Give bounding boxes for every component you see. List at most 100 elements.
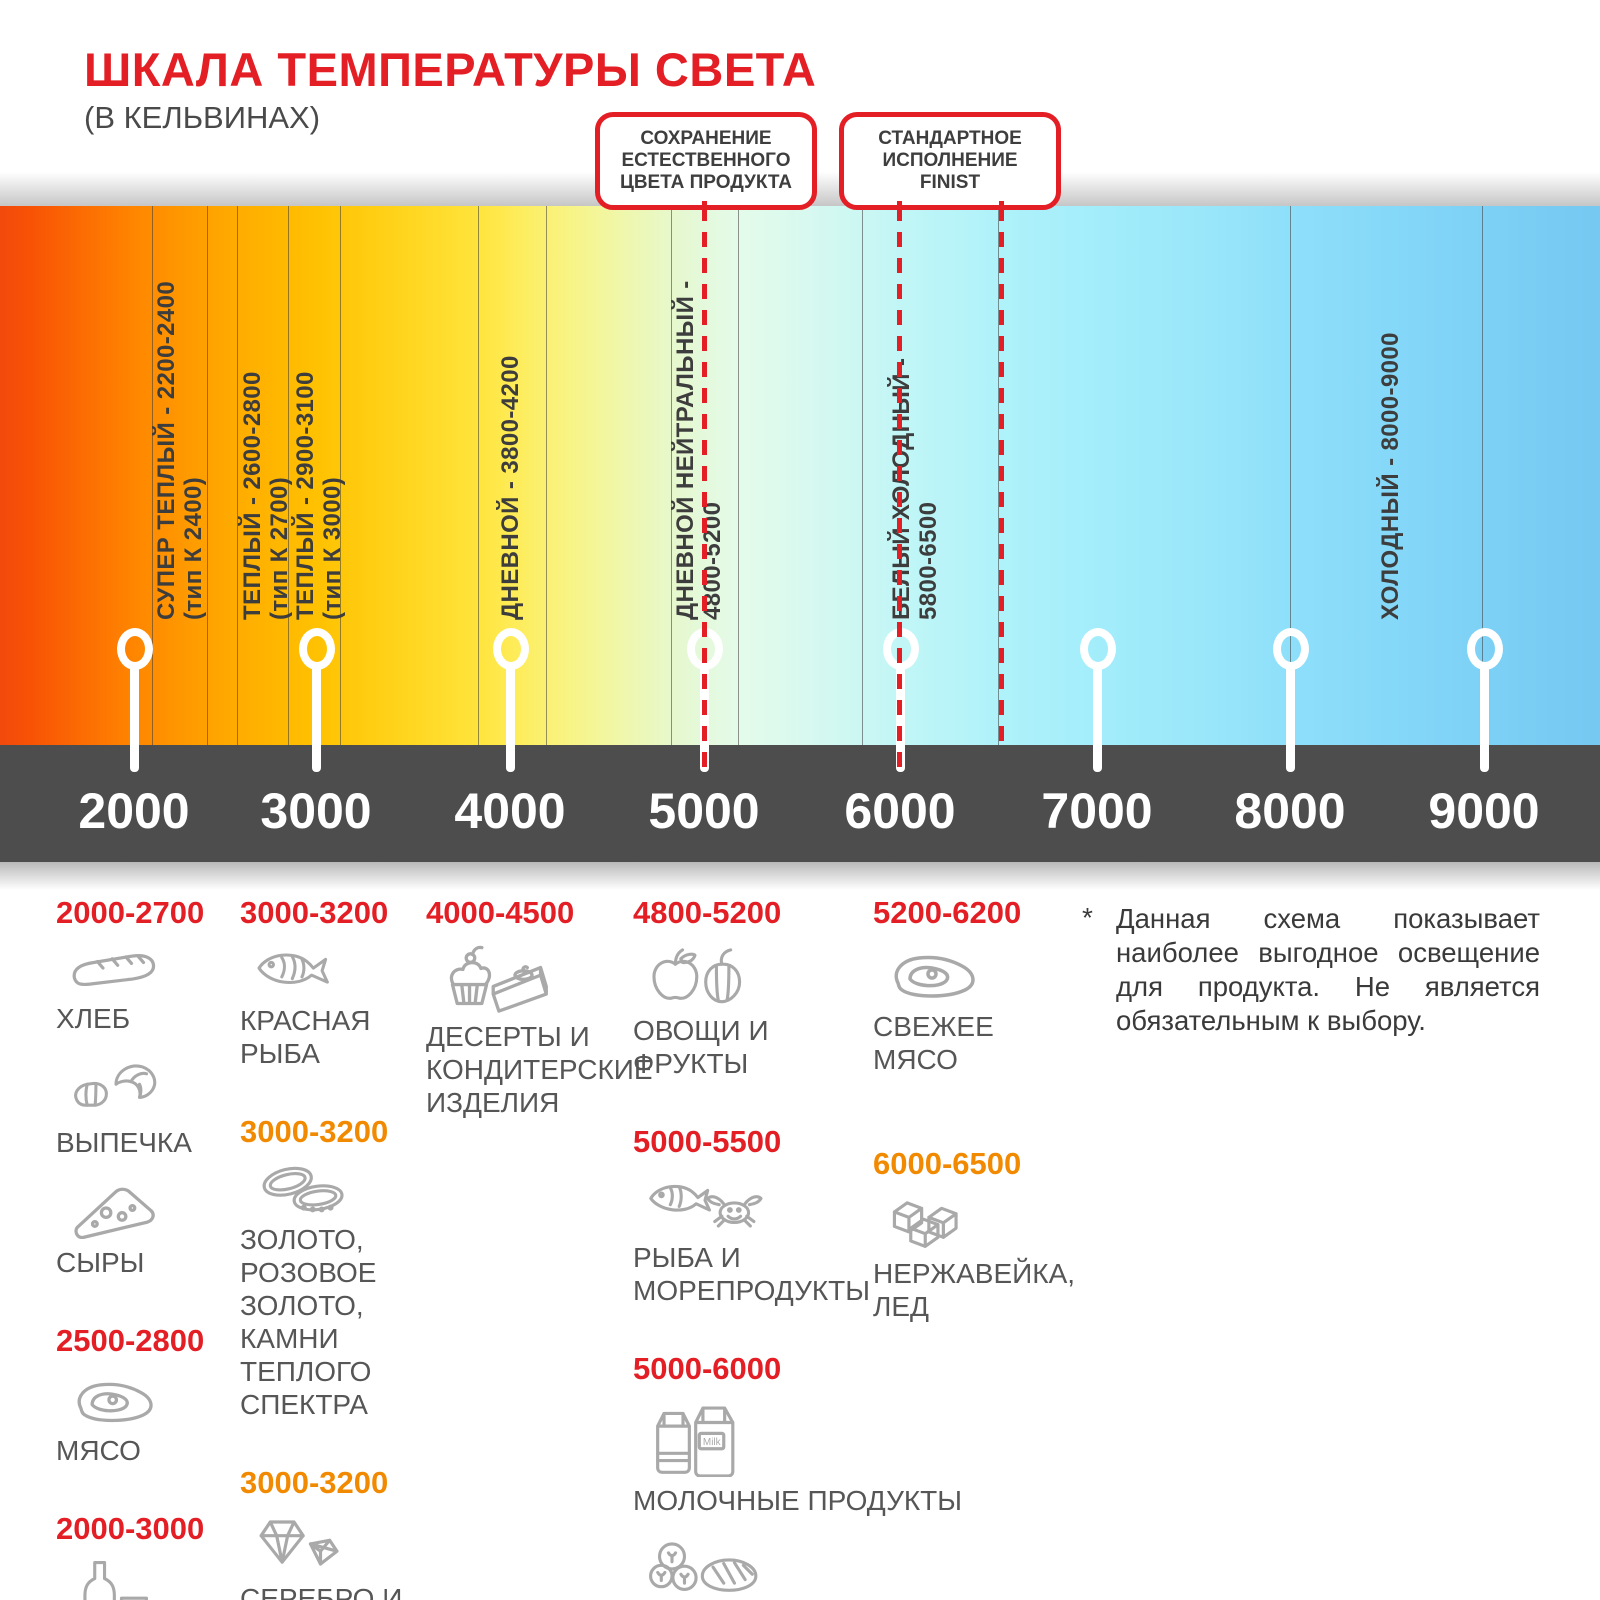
vegetables-fruits-icon xyxy=(645,941,878,1012)
range-label: 2000-2700 xyxy=(56,895,205,930)
seafood-icon xyxy=(645,1170,878,1239)
range-label: 4000-4500 xyxy=(426,895,575,930)
range-label: 5000-6000 xyxy=(633,1351,782,1386)
kelvin-axis-bar xyxy=(0,745,1600,862)
marker-8000 xyxy=(1273,628,1309,670)
fresh-meat-icon xyxy=(885,941,1078,1008)
product-label: ВЫПЕЧКА xyxy=(56,1127,192,1158)
gridline xyxy=(152,206,153,745)
bottom-shadow xyxy=(0,862,1600,890)
marker-4000 xyxy=(493,628,529,670)
range-label: 2000-3000 xyxy=(56,1511,205,1546)
page-title: ШКАЛА ТЕМПЕРАТУРЫ СВЕТА xyxy=(84,43,817,96)
alcohol-icon xyxy=(68,1557,236,1600)
product-label: ЗОЛОТО, РОЗОВОЕ ЗОЛОТО, КАМНИ ТЕПЛОГО СП… xyxy=(240,1224,377,1420)
footnote: * Данная схема показывает наиболее выгод… xyxy=(1082,902,1540,1038)
callout-leg xyxy=(702,201,707,212)
product-column-4: 4800-5200 ОВОЩИ И ФРУКТЫ 5000-5500 РЫБА … xyxy=(633,895,963,1600)
product-label: ОВОЩИ И ФРУКТЫ xyxy=(633,1015,769,1079)
callout-leg xyxy=(999,201,1004,212)
gridline xyxy=(738,206,739,745)
meat-icon xyxy=(68,1369,236,1432)
axis-tick-9000: 9000 xyxy=(1428,783,1540,839)
range-label: 4800-5200 xyxy=(633,895,782,930)
gridline xyxy=(546,206,547,745)
bread-icon xyxy=(68,941,236,1000)
gold-rings-icon xyxy=(252,1160,435,1221)
product-column-5: 5200-6200 СВЕЖЕЕ МЯСО 6000-6500 НЕРЖАВЕЙ… xyxy=(873,895,1078,1341)
callout-leg xyxy=(897,201,902,212)
footnote-asterisk: * xyxy=(1082,902,1093,933)
temperature-gradient-band xyxy=(0,206,1600,745)
product-label: ХЛЕБ xyxy=(56,1003,131,1034)
axis-tick-3000: 3000 xyxy=(260,783,372,839)
marker-3000 xyxy=(299,628,335,670)
marker-7000 xyxy=(1080,628,1116,670)
cheese-icon xyxy=(68,1177,236,1244)
zone-label-super-warm: СУПЕР ТЕПЛЫЙ - 2200-2400 (тип К 2400) xyxy=(153,280,207,620)
product-label: ДЕСЕРТЫ И КОНДИТЕРСКИЕ ИЗДЕЛИЯ xyxy=(426,1021,653,1118)
fish-icon xyxy=(252,941,435,1002)
range-label: 3000-3200 xyxy=(240,895,389,930)
gridline xyxy=(671,206,672,745)
gridline xyxy=(862,206,863,745)
footnote-text: Данная схема показывает наиболее выгодно… xyxy=(1116,903,1540,1036)
product-label: СЕРЕБРО И БРИЛЛИАНТЫ xyxy=(240,1583,403,1600)
product-label: РЫБА И МОРЕПРОДУКТЫ xyxy=(633,1242,871,1306)
axis-tick-5000: 5000 xyxy=(648,783,760,839)
marker-stem xyxy=(1093,668,1102,772)
callout-natural-color: СОХРАНЕНИЕ ЕСТЕСТВЕННОГО ЦВЕТА ПРОДУКТА xyxy=(595,112,817,210)
guide-line-6000 xyxy=(897,206,902,772)
product-label: МЯСО xyxy=(56,1435,141,1466)
product-label: СЫРЫ xyxy=(56,1247,145,1278)
product-column-3: 4000-4500 ДЕСЕРТЫ И КОНДИТЕРСКИЕ ИЗДЕЛИЯ xyxy=(426,895,653,1137)
gridline xyxy=(998,206,999,745)
frozen-food-icon xyxy=(645,1535,878,1600)
product-label: МОЛОЧНЫЕ ПРОДУКТЫ xyxy=(633,1485,963,1516)
guide-line-6500 xyxy=(999,206,1004,745)
range-label: 3000-3200 xyxy=(240,1465,389,1500)
marker-stem xyxy=(130,668,139,772)
range-label: 2500-2800 xyxy=(56,1323,205,1358)
marker-2000 xyxy=(117,628,153,670)
zone-label-daylight-neutral: ДНЕВНОЙ НЕЙТРАЛЬНЫЙ -4800-5200 xyxy=(672,280,726,620)
gridline xyxy=(478,206,479,745)
product-label: КРАСНАЯ РЫБА xyxy=(240,1005,371,1069)
zone-label-warm-3000: ТЕПЛЫЙ - 2900-3100 (тип К 3000) xyxy=(292,371,346,620)
dessert-icon xyxy=(438,941,641,1018)
range-label: 3000-3200 xyxy=(240,1114,389,1149)
diamond-icon xyxy=(252,1511,435,1580)
axis-tick-8000: 8000 xyxy=(1234,783,1346,839)
gridline xyxy=(288,206,289,745)
product-column-2: 3000-3200 КРАСНАЯ РЫБА 3000-3200 ЗОЛОТО,… xyxy=(240,895,435,1600)
gridline xyxy=(1290,206,1291,745)
marker-stem xyxy=(506,668,515,772)
product-label: НЕРЖАВЕЙКА, ЛЕД xyxy=(873,1258,1076,1322)
product-label: СВЕЖЕЕ МЯСО xyxy=(873,1011,994,1075)
range-label: 5200-6200 xyxy=(873,895,1022,930)
svg-text:Milk: Milk xyxy=(703,1437,721,1448)
range-label: 6000-6500 xyxy=(873,1146,1022,1181)
product-column-1: 2000-2700 ХЛЕБ ВЫПЕЧКА СЫРЫ 2500-2800 МЯ… xyxy=(56,895,236,1600)
marker-stem xyxy=(1480,668,1489,772)
pastry-icon xyxy=(68,1053,236,1124)
axis-tick-7000: 7000 xyxy=(1041,783,1153,839)
zone-label-daylight: ДНЕВНОЙ - 3800-4200 xyxy=(497,355,524,620)
axis-tick-4000: 4000 xyxy=(454,783,566,839)
gridline xyxy=(340,206,341,745)
gridline xyxy=(207,206,208,745)
milk-icon: Milk xyxy=(645,1397,878,1482)
ice-cubes-icon xyxy=(885,1192,1078,1255)
marker-9000 xyxy=(1467,628,1503,670)
callout-finist-standard: СТАНДАРТНОЕ ИСПОЛНЕНИЕ FINIST xyxy=(839,112,1061,210)
zone-label-cold: ХОЛОДНЫЙ - 8000-9000 xyxy=(1377,332,1404,620)
axis-tick-6000: 6000 xyxy=(844,783,956,839)
page-subtitle: (В КЕЛЬВИНАХ) xyxy=(84,100,321,135)
gridline xyxy=(1482,206,1483,745)
zone-label-warm-2700: ТЕПЛЫЙ - 2600-2800 (тип К 2700) xyxy=(239,371,293,620)
marker-stem xyxy=(312,668,321,772)
gridline xyxy=(237,206,238,745)
range-label: 5000-5500 xyxy=(633,1124,782,1159)
axis-tick-2000: 2000 xyxy=(78,783,190,839)
